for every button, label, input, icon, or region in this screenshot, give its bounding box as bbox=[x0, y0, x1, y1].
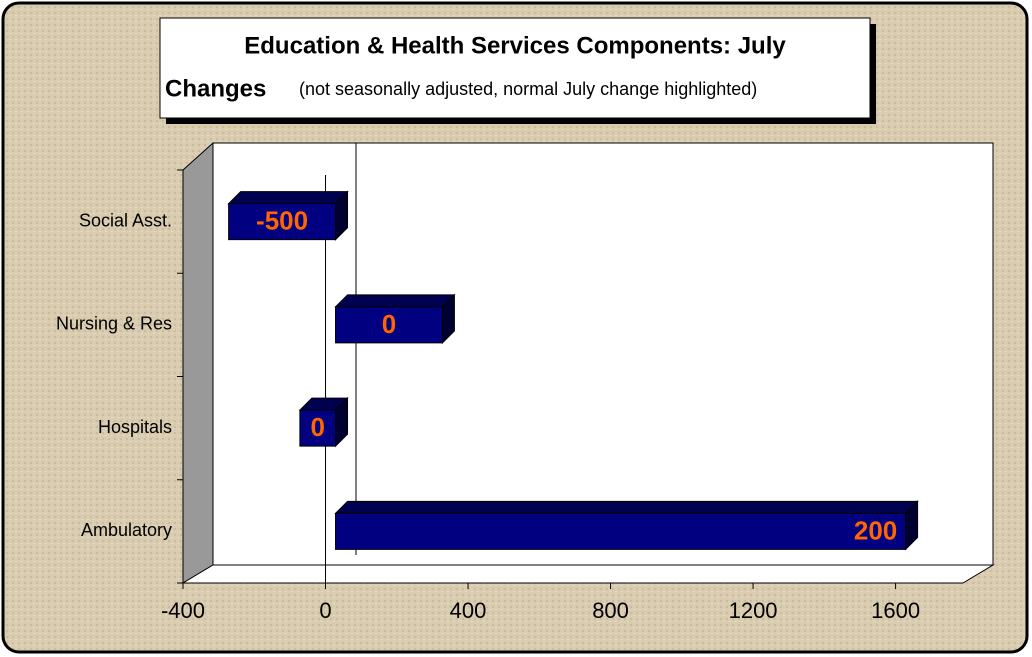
bar-top bbox=[334, 294, 456, 308]
bar-top bbox=[227, 191, 349, 205]
chart-subtitle: (not seasonally adjusted, normal July ch… bbox=[299, 79, 757, 99]
x-tick-label: 0 bbox=[319, 598, 331, 623]
bar bbox=[299, 409, 337, 447]
bar-label: -500 bbox=[256, 206, 308, 236]
title-box bbox=[159, 17, 871, 119]
x-tick-label: -400 bbox=[161, 598, 205, 623]
x-tick-label: 1600 bbox=[871, 598, 920, 623]
chart-title: Education & Health Services Components: … bbox=[244, 32, 786, 59]
y-tick-label: Hospitals bbox=[98, 417, 172, 437]
y-tick-label: Nursing & Res bbox=[56, 314, 172, 334]
y-tick-label: Ambulatory bbox=[81, 520, 172, 540]
bar-label: 0 bbox=[382, 309, 396, 339]
bar bbox=[228, 203, 337, 241]
bar bbox=[335, 306, 443, 344]
side-wall bbox=[182, 141, 214, 584]
y-tick-label: Social Asst. bbox=[79, 210, 172, 230]
bar-top bbox=[334, 500, 919, 514]
floor bbox=[181, 564, 995, 584]
bar-label: 200 bbox=[854, 515, 897, 545]
x-tick-label: 400 bbox=[450, 598, 487, 623]
x-tick-label: 800 bbox=[592, 598, 629, 623]
bar bbox=[335, 512, 907, 550]
chart-title-2: Changes bbox=[165, 75, 266, 102]
bar-label: 0 bbox=[310, 412, 324, 442]
x-tick-label: 1200 bbox=[729, 598, 778, 623]
